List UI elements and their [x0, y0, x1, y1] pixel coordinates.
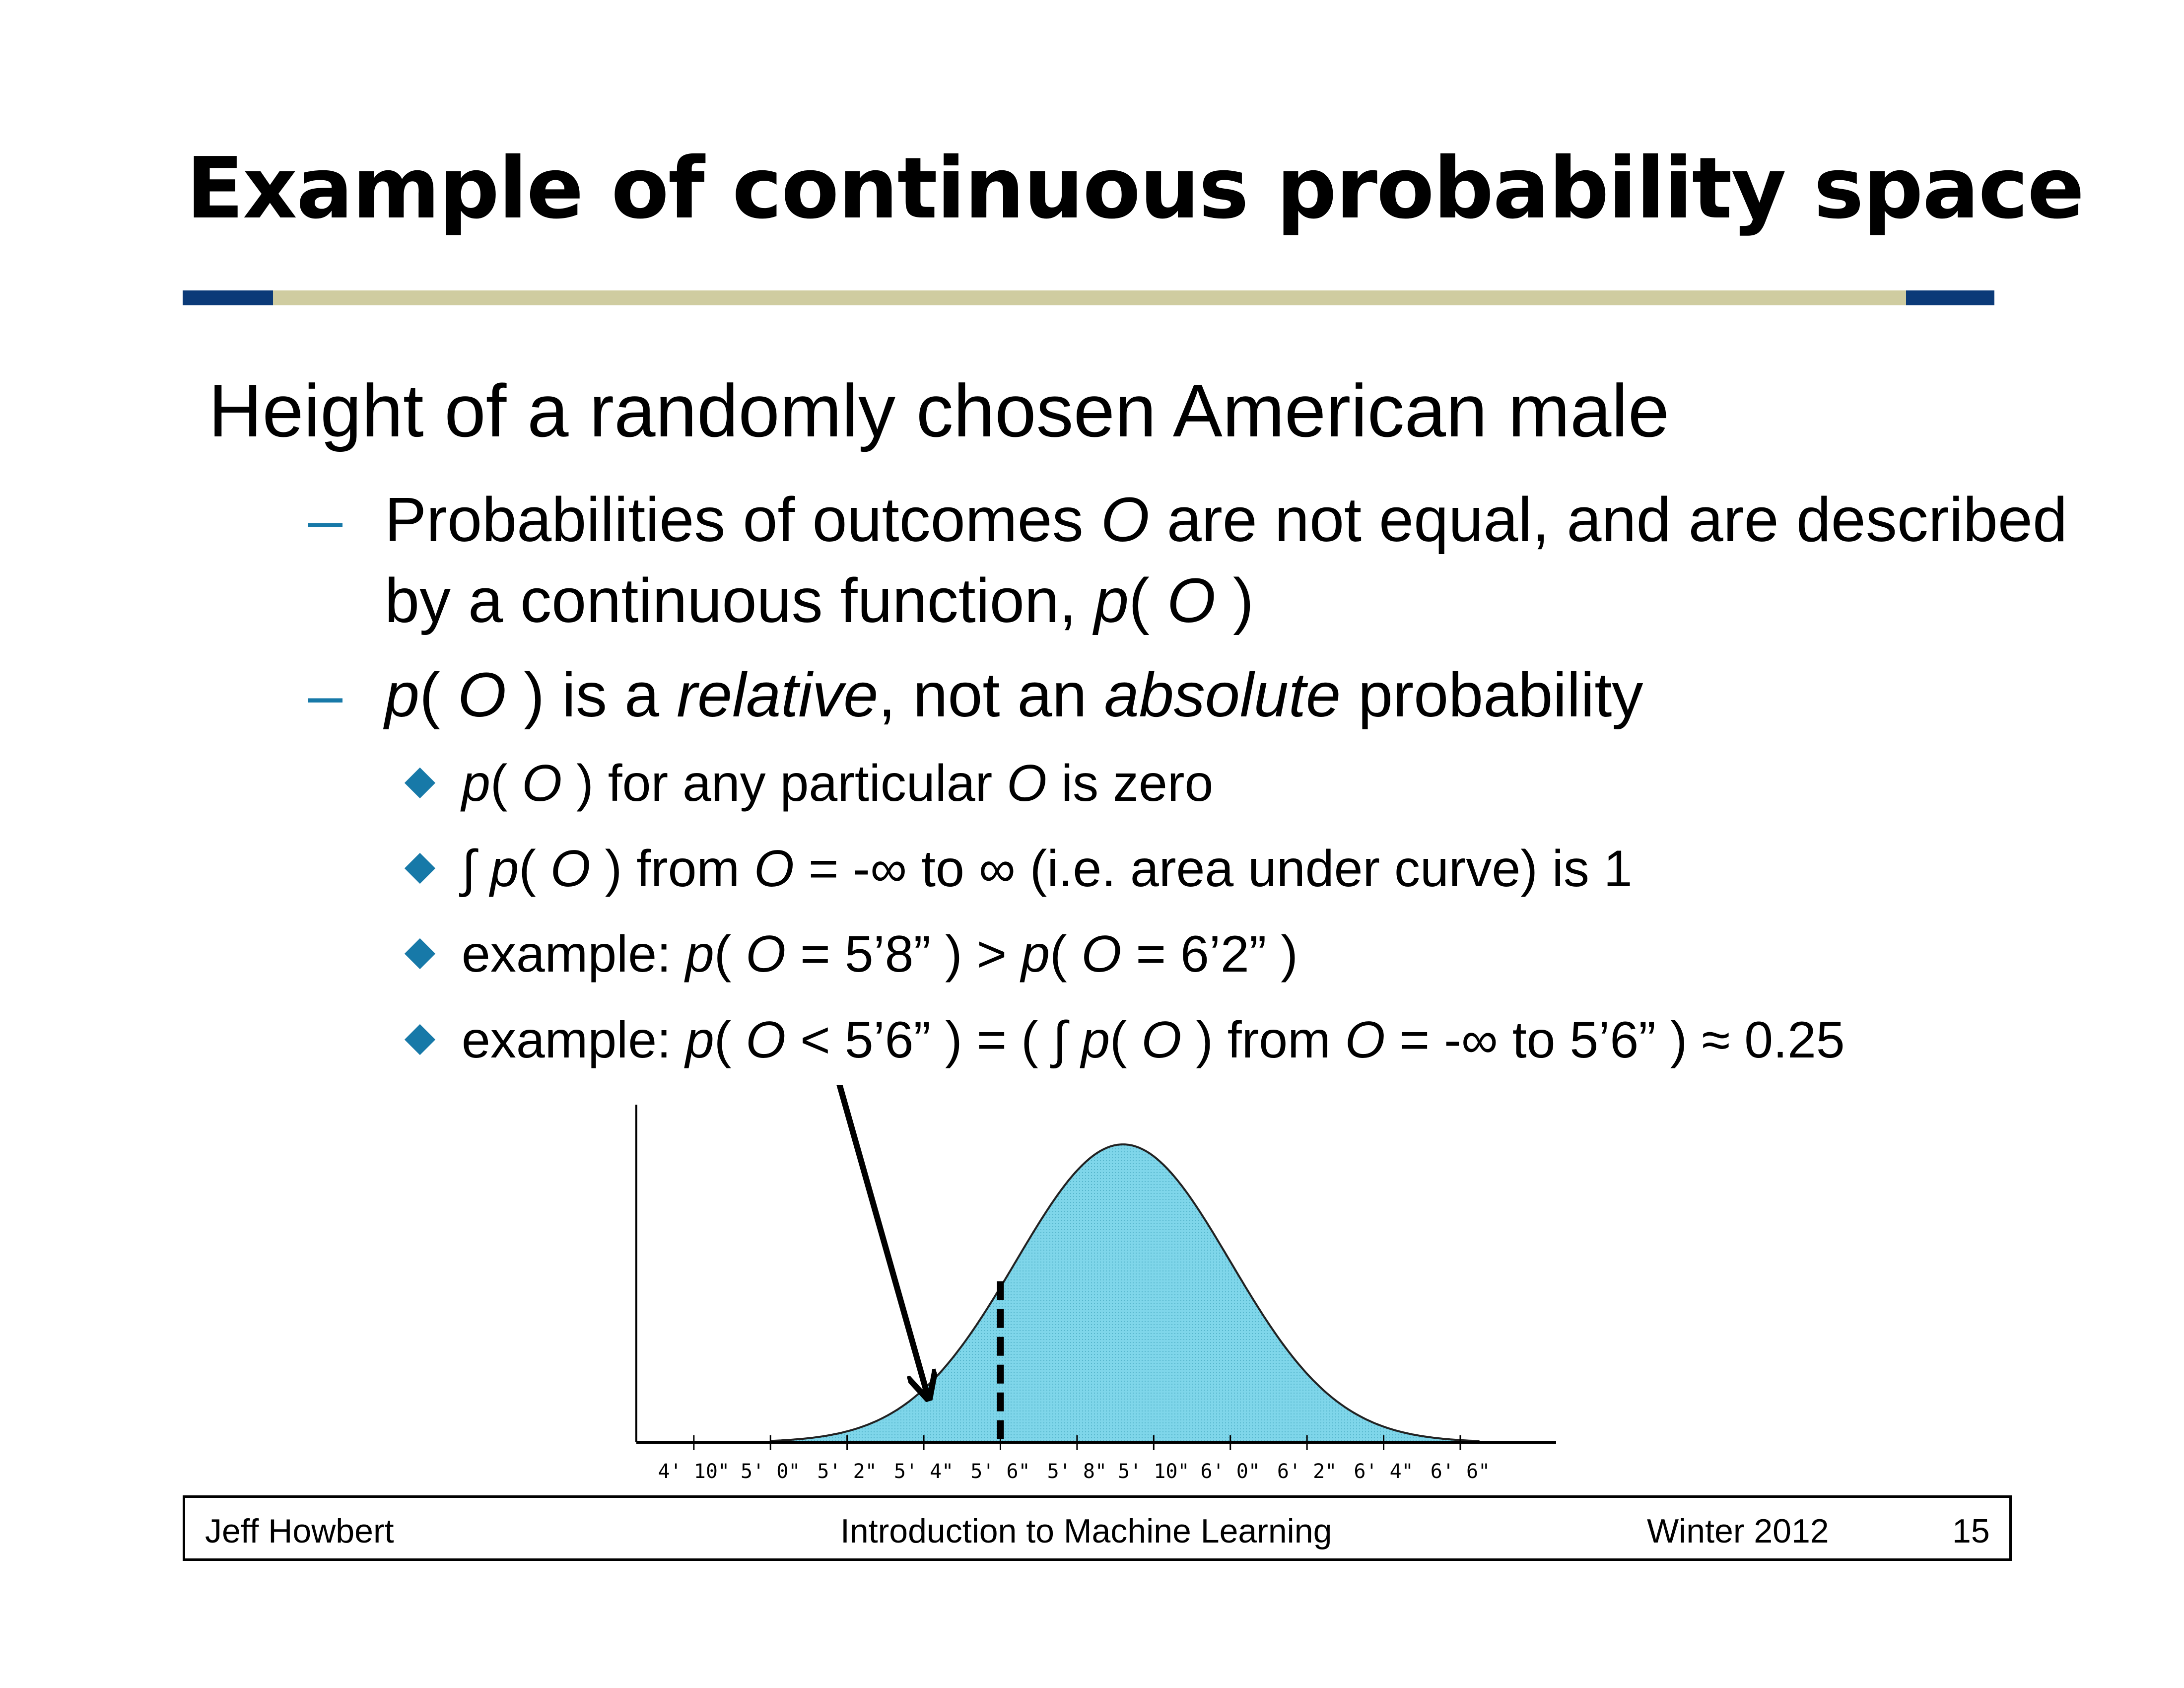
bullet-text: p( O ) is a relative, not an absolute pr…	[385, 660, 1643, 730]
level0-text: Height of a randomly chosen American mal…	[208, 369, 1670, 452]
bullet-text: Probabilities of outcomes O are not equa…	[385, 485, 2068, 635]
curve-line	[770, 1143, 1480, 1442]
x-tick-label: 6' 4"	[1354, 1460, 1413, 1483]
diamond-bullet-icon	[404, 852, 436, 884]
rule-right-segment	[1906, 290, 1994, 305]
footer-term: Winter 2012	[1647, 1512, 1829, 1550]
dash-bullet-icon: –	[308, 485, 343, 555]
x-tick-label: 6' 0"	[1201, 1460, 1260, 1483]
x-tick-label: 6' 6"	[1431, 1460, 1490, 1483]
arrow-icon	[836, 1085, 928, 1396]
title-rule	[183, 290, 1994, 305]
rule-left-segment	[183, 290, 273, 305]
x-tick-label: 6' 2"	[1277, 1460, 1337, 1483]
bullet-text: example: p( O = 5’8” ) > p( O = 6’2” )	[462, 925, 1298, 983]
bullet-level1: – Probabilities of outcomes O are not eq…	[308, 479, 2072, 641]
x-tick-label: 5' 10"	[1118, 1460, 1190, 1483]
x-tick-label: 4' 10"	[658, 1460, 730, 1483]
dash-bullet-icon: –	[308, 660, 343, 730]
footer-author: Jeff Howbert	[205, 1512, 394, 1550]
curve-area	[770, 1144, 1480, 1442]
bullet-text: example: p( O < 5’6” ) = ( ∫ p( O ) from…	[462, 1011, 1845, 1069]
height-distribution-chart: 4' 10" 5' 0" 5' 2" 5' 4" 5' 6" 5' 8" 5' 10" 6' …	[635, 1085, 1556, 1483]
bullet-level2: p( O ) for any particular O is zero	[404, 751, 1214, 816]
x-tick-label: 5' 8"	[1047, 1460, 1107, 1483]
bullet-level2: example: p( O < 5’6” ) = ( ∫ p( O ) from…	[404, 1008, 1845, 1072]
bullet-text: ∫ p( O ) from O = -∞ to ∞ (i.e. area und…	[462, 840, 1633, 898]
diamond-bullet-icon	[404, 938, 436, 970]
x-tick-label: 5' 6"	[970, 1460, 1030, 1483]
footer-page-number: 15	[1952, 1512, 1990, 1550]
diamond-bullet-icon	[404, 1024, 436, 1055]
bullet-level2: example: p( O = 5’8” ) > p( O = 6’2” )	[404, 922, 1298, 986]
bullet-level2: ∫ p( O ) from O = -∞ to ∞ (i.e. area und…	[404, 837, 1633, 901]
footer-course: Introduction to Machine Learning	[840, 1512, 1332, 1550]
diamond-bullet-icon	[404, 767, 436, 799]
x-tick-label: 5' 2"	[817, 1460, 877, 1483]
rule-middle-segment	[273, 290, 1906, 305]
slide-title: Example of continuous probability space	[186, 140, 2085, 238]
x-tick-label: 5' 0"	[741, 1460, 800, 1483]
x-tick-label: 5' 4"	[894, 1460, 954, 1483]
footer-bar: Jeff Howbert Introduction to Machine Lea…	[183, 1495, 2012, 1561]
bullet-level1: – p( O ) is a relative, not an absolute …	[308, 654, 2072, 735]
bullet-text: p( O ) for any particular O is zero	[462, 755, 1214, 812]
